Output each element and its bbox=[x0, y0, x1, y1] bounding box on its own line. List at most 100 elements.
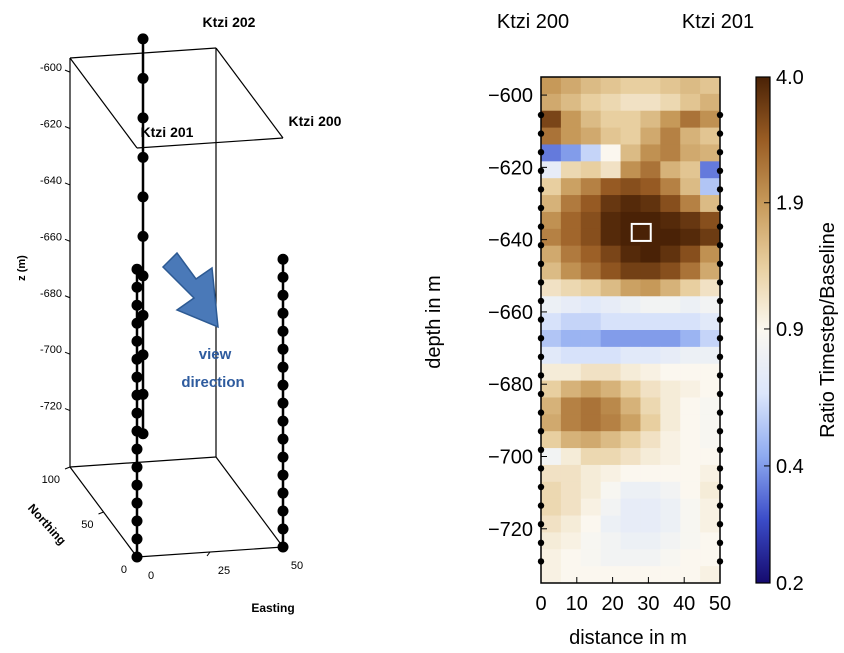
heatmap-cell bbox=[580, 245, 602, 264]
heatmap-cell bbox=[640, 431, 661, 449]
highlight-box bbox=[630, 222, 652, 242]
sensor-dot bbox=[131, 497, 143, 509]
sensor-marker bbox=[716, 149, 724, 156]
heatmap-cell bbox=[680, 346, 701, 365]
northing-tick-mark bbox=[64, 466, 71, 470]
sensor-dot bbox=[277, 487, 289, 499]
sensor-marker bbox=[537, 204, 545, 212]
heatmap-cell bbox=[600, 245, 622, 264]
heatmap-cell bbox=[660, 77, 681, 95]
heatmap-cell bbox=[560, 296, 582, 314]
colorbar-tick-label: 0.4 bbox=[776, 456, 804, 478]
heatmap-cell bbox=[700, 431, 721, 449]
heatmap-cell bbox=[620, 161, 641, 179]
heatmap-cell bbox=[700, 262, 721, 280]
sensor-marker bbox=[537, 539, 545, 546]
heatmap-cell bbox=[541, 77, 562, 95]
heatmap-cell bbox=[580, 110, 602, 129]
heatmap-cell bbox=[680, 431, 701, 449]
heatmap-x-tick-label: 40 bbox=[673, 593, 695, 615]
heatmap-cell bbox=[620, 110, 641, 129]
heatmap-cell bbox=[660, 380, 681, 398]
heatmap-cell bbox=[541, 144, 562, 162]
heatmap-cell bbox=[560, 481, 582, 500]
heatmap-cell bbox=[600, 346, 622, 365]
heatmap-cell bbox=[600, 414, 622, 432]
sensor-dot bbox=[137, 112, 149, 124]
top-label-ktzi-201: Ktzi 201 bbox=[682, 11, 754, 33]
heatmap-cell bbox=[700, 549, 721, 567]
heatmap-cell bbox=[541, 481, 562, 500]
colorbar-ticks: 4.0 1.9 0.9 0.4 0.2 bbox=[764, 67, 804, 595]
sensor-marker bbox=[716, 465, 724, 472]
heatmap-cell bbox=[560, 498, 582, 517]
heatmap-cell bbox=[600, 515, 622, 533]
heatmap-cell bbox=[541, 262, 562, 280]
heatmap-cell bbox=[541, 110, 562, 129]
easting-tick-label: 25 bbox=[218, 565, 230, 577]
sensor-dot bbox=[277, 415, 289, 427]
heatmap-cell bbox=[660, 228, 681, 247]
heatmap-cell bbox=[700, 77, 721, 95]
sensor-marker bbox=[537, 428, 545, 435]
sensor-marker bbox=[716, 130, 724, 137]
heatmap-cell bbox=[541, 380, 562, 398]
heatmap-cell bbox=[700, 211, 721, 230]
colorbar-tick-label: 4.0 bbox=[776, 67, 804, 89]
heatmap-cell bbox=[700, 380, 721, 398]
heatmap-cell bbox=[660, 481, 681, 500]
heatmap-cell bbox=[660, 161, 681, 179]
heatmap-y-tick-label: −720 bbox=[488, 519, 533, 541]
heatmap-cell bbox=[640, 414, 661, 432]
heatmap-cell bbox=[541, 549, 562, 567]
heatmap-cell bbox=[660, 279, 681, 297]
heatmap-cell bbox=[560, 195, 582, 213]
sensor-marker bbox=[716, 167, 724, 174]
sensor-dot bbox=[277, 271, 289, 283]
sensor-marker bbox=[537, 260, 545, 267]
heatmap-cell bbox=[640, 549, 661, 567]
easting-tick-label: 50 bbox=[291, 560, 303, 572]
sensor-dot bbox=[277, 343, 289, 355]
sensor-dot bbox=[131, 335, 143, 347]
sensor-marker bbox=[537, 297, 545, 305]
z-tick-label: -660 bbox=[40, 231, 62, 243]
heatmap-cell bbox=[700, 296, 721, 314]
heatmap-cell bbox=[680, 93, 701, 112]
z-tick-label: -620 bbox=[40, 119, 62, 131]
heatmap-cell bbox=[680, 397, 701, 415]
heatmap-cell bbox=[620, 414, 641, 432]
heatmap-cell bbox=[541, 161, 562, 179]
heatmap-cell bbox=[680, 279, 701, 297]
sensor-marker bbox=[537, 353, 545, 360]
well-label-ktzi-202: Ktzi 202 bbox=[203, 14, 256, 30]
heatmap-cell bbox=[560, 448, 582, 466]
sensor-marker bbox=[716, 279, 724, 286]
heatmap-cell bbox=[620, 262, 641, 280]
top-label-ktzi-200: Ktzi 200 bbox=[497, 11, 569, 33]
heatmap-cell bbox=[700, 313, 721, 331]
heatmap-y-tick-label: −600 bbox=[488, 85, 533, 107]
heatmap-cell bbox=[541, 93, 562, 112]
heatmap-cell bbox=[541, 296, 562, 314]
heatmap-cell bbox=[660, 330, 681, 348]
heatmap-cell bbox=[580, 464, 602, 483]
northing-tick-mark bbox=[98, 511, 104, 515]
heatmap-cell bbox=[640, 464, 661, 483]
heatmap-cell bbox=[560, 110, 582, 129]
heatmap-cell bbox=[580, 431, 602, 449]
heatmap-cell bbox=[680, 313, 701, 331]
heatmap-x-tick-label: 20 bbox=[601, 593, 623, 615]
heatmap-cell bbox=[640, 448, 661, 466]
box-edge bbox=[215, 47, 284, 139]
heatmap-cell bbox=[580, 313, 602, 331]
heatmap-y-tick-label: −680 bbox=[488, 374, 533, 396]
heatmap-cell bbox=[700, 144, 721, 162]
sensor-marker bbox=[716, 390, 724, 398]
sensor-marker bbox=[716, 316, 724, 323]
heatmap-cell bbox=[660, 532, 681, 550]
z-tick-mark bbox=[64, 182, 71, 186]
heatmap-cell bbox=[620, 279, 641, 297]
heatmap-cell bbox=[620, 448, 641, 466]
sensor-marker bbox=[716, 204, 724, 212]
